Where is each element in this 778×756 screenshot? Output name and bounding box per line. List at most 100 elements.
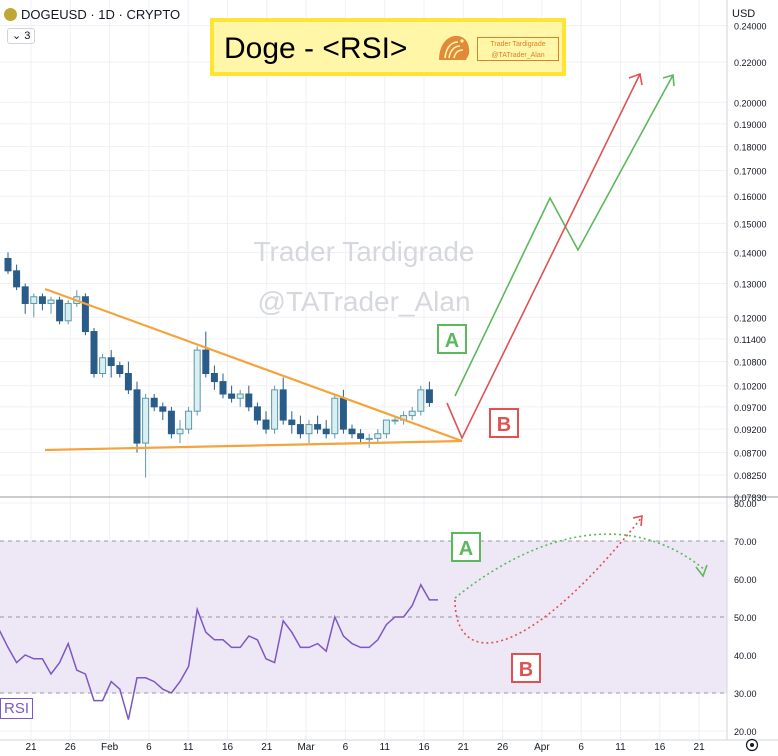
currency-label[interactable]: USD [732, 8, 756, 20]
collapse-indicators-toggle[interactable]: ⌄ 3 [7, 28, 36, 44]
candle-body [56, 299, 64, 322]
candle-body [382, 419, 390, 435]
price-tick-label: 0.09700 [734, 403, 767, 413]
candle [374, 429, 382, 444]
label-a: A [445, 330, 459, 352]
time-tick-label: 6 [578, 742, 584, 753]
price-tick-label: 0.08250 [734, 471, 767, 481]
rsi-green-arrowhead [695, 564, 708, 578]
rsi-tick-label: 30.00 [734, 689, 757, 699]
candle [116, 361, 124, 378]
candle-body [47, 299, 55, 304]
candle [64, 300, 72, 325]
price-tick-label: 0.22000 [734, 58, 767, 68]
candle-body [219, 381, 227, 395]
candle-body [64, 302, 72, 322]
green-projection-path [454, 74, 674, 397]
candle [357, 429, 365, 444]
price-tick-label: 0.10200 [734, 382, 767, 392]
candle-body [124, 372, 132, 391]
candle [38, 293, 46, 311]
rsi-tick-label: 70.00 [734, 537, 757, 547]
tardigrade-logo-icon [439, 35, 470, 60]
candle [99, 353, 107, 378]
label-a-box [437, 324, 467, 354]
time-axis[interactable]: 21 26 Feb 6 11 16 21 Mar 6 11 16 21 26 Apr 6 11 16 21 [25, 742, 705, 753]
red-projection-path [446, 73, 641, 440]
candle-body [322, 428, 330, 435]
rsi-label-a-box [451, 532, 481, 562]
rsi-axis[interactable]: 80.00 70.00 60.00 50.00 40.00 30.00 20.00 [734, 499, 757, 737]
candle [228, 385, 236, 403]
candle-body [348, 428, 356, 435]
symbol-title[interactable]: DOGEUSD · 1D · CRYPTO [4, 7, 180, 22]
candle-body [305, 424, 313, 435]
price-tick-label: 0.13000 [734, 280, 767, 290]
candle [288, 411, 296, 434]
candle [305, 420, 313, 444]
price-tick-label: 0.08700 [734, 449, 767, 459]
candle [150, 394, 158, 412]
price-tick-label: 0.07830 [734, 493, 767, 503]
candle [279, 377, 287, 425]
candle-body [202, 349, 210, 374]
candle-body [193, 349, 201, 412]
candle [425, 381, 433, 407]
rsi-pane-label[interactable]: RSI [0, 698, 34, 719]
candle [159, 402, 167, 421]
banner-badge: Trader Tardigrade @TATrader_Alan [477, 37, 559, 61]
time-tick-label: 11 [380, 742, 391, 753]
candle [245, 385, 253, 412]
candle [167, 406, 175, 439]
candle [236, 389, 244, 407]
candle [382, 419, 390, 439]
rsi-label-b-box [511, 653, 541, 683]
price-tick-label: 0.24000 [734, 22, 767, 32]
candle-body [357, 433, 365, 439]
candle [417, 385, 425, 416]
price-tick-label: 0.20000 [734, 98, 767, 108]
time-tick-label: Feb [101, 742, 119, 753]
candle-body [13, 270, 21, 288]
candle-body [90, 331, 98, 374]
time-tick-label: 21 [458, 742, 470, 753]
time-tick-label: 16 [222, 742, 234, 753]
candle [176, 420, 184, 444]
badge-line-2: @TATrader_Alan [491, 52, 545, 59]
rsi-red-arrowhead [632, 514, 643, 527]
candle [219, 373, 227, 399]
candle [133, 381, 141, 453]
candle [314, 415, 322, 434]
price-tick-label: 0.17000 [734, 167, 767, 177]
candle-body [417, 389, 425, 412]
rsi-tick-label: 40.00 [734, 651, 757, 661]
time-tick-label: Apr [534, 742, 550, 753]
price-axis[interactable]: 0.24000 0.22000 0.20000 0.19000 0.18000 0.170… [734, 22, 767, 503]
candle [322, 420, 330, 439]
settings-icon[interactable] [745, 738, 759, 752]
rsi-red-dotted-path [454, 516, 643, 644]
symbol-label: DOGEUSD · 1D · CRYPTO [21, 7, 181, 22]
candle-body [236, 393, 244, 399]
price-tick-label: 0.11400 [734, 335, 766, 345]
red-arrowhead [628, 72, 643, 86]
trendline-lower [44, 439, 463, 452]
candle-body [185, 410, 193, 430]
label-b: B [497, 414, 511, 436]
price-tick-label: 0.09200 [734, 425, 767, 435]
candle-body [142, 397, 150, 444]
candle-body [176, 428, 184, 435]
time-tick-label: 11 [183, 742, 194, 753]
candle-body [159, 406, 167, 412]
trendline-upper [44, 287, 463, 443]
candle [202, 331, 210, 378]
candle [365, 433, 373, 448]
candle [271, 385, 279, 434]
candle-body [331, 397, 339, 435]
candle [185, 406, 193, 434]
time-tick-label: 21 [694, 742, 706, 753]
candle [21, 283, 29, 314]
candle-body [116, 365, 124, 374]
time-tick-label: 6 [146, 742, 152, 753]
banner-title: Doge - <RSI> [224, 32, 408, 65]
